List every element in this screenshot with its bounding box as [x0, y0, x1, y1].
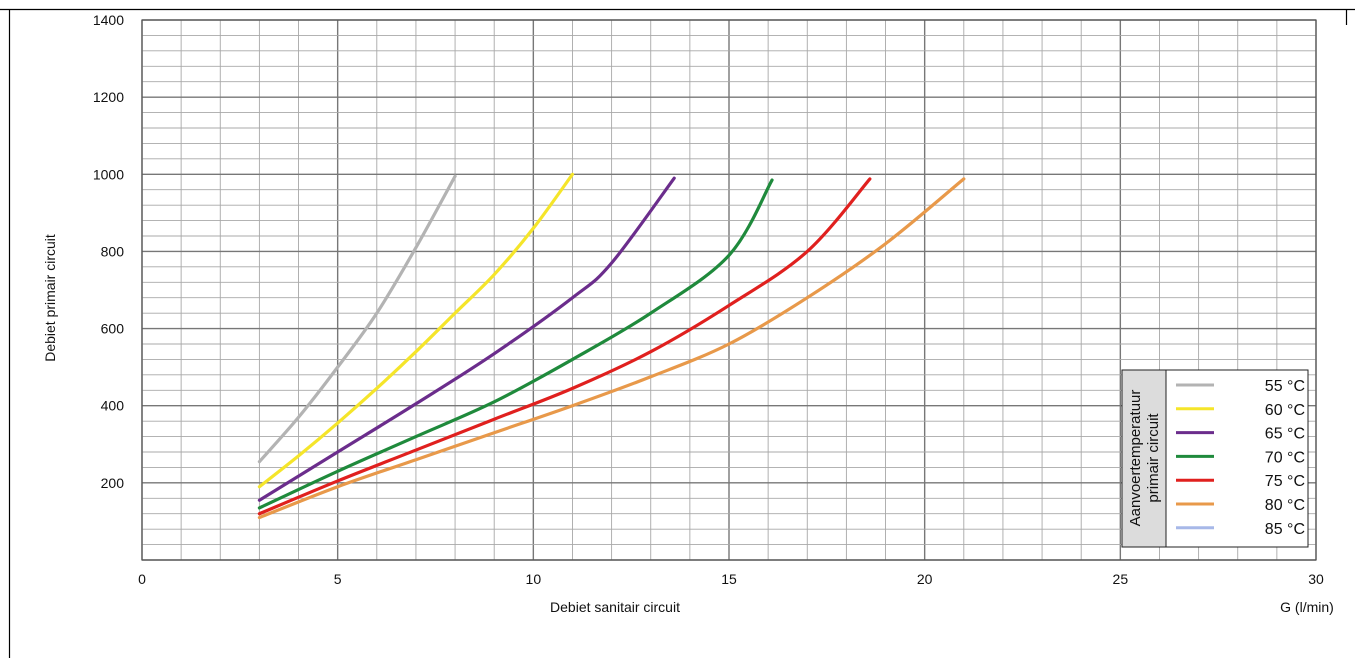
x-axis-unit: G (l/min): [1280, 599, 1334, 615]
x-tick-label: 5: [334, 571, 342, 587]
y-tick-label: 1400: [93, 12, 124, 28]
series-line-80: [257, 177, 966, 520]
y-tick-label: 1000: [93, 166, 124, 182]
series-lines: [257, 172, 966, 520]
series-line-65: [257, 176, 676, 502]
legend-label: 80 °C: [1265, 497, 1305, 514]
legend-title-line-2: primair circuit: [1145, 413, 1162, 503]
y-tick-label: 1200: [93, 89, 124, 105]
legend-label: 85 °C: [1265, 521, 1305, 538]
y-tick-label: 200: [101, 475, 125, 491]
series-line-70: [257, 178, 774, 510]
x-tick-label: 0: [138, 571, 146, 587]
x-axis-title: Debiet sanitair circuit: [550, 599, 680, 615]
x-tick-label: 30: [1308, 571, 1324, 587]
series-line-75: [257, 177, 872, 516]
plot-area-border: [141, 19, 1317, 561]
tick-labels: 0 5 10 15 20 25 30 200 400 600 800 1000 1200 1400: [93, 12, 1324, 587]
legend-title-bg: [1121, 369, 1167, 548]
legend-label: 55 °C: [1265, 378, 1305, 395]
series-line-60: [257, 172, 575, 489]
y-tick-label: 600: [101, 321, 125, 337]
legend-label: 60 °C: [1265, 402, 1305, 419]
legend-label: 75 °C: [1265, 473, 1305, 490]
y-tick-label: 400: [101, 398, 125, 414]
x-tick-label: 15: [721, 571, 737, 587]
legend-entries: 55 °C 60 °C 65 °C 70 °C 75 °C 80 °C 85 °C: [1176, 378, 1305, 538]
y-tick-label: 800: [101, 243, 125, 259]
x-tick-label: 20: [917, 571, 933, 587]
x-tick-label: 10: [526, 571, 542, 587]
legend: Aanvoertemperatuur primair circuit 55 °C…: [1121, 369, 1309, 548]
legend-label: 65 °C: [1265, 426, 1305, 443]
legend-label: 70 °C: [1265, 449, 1305, 466]
grid: [141, 19, 1317, 561]
series-line-55: [257, 174, 457, 464]
y-axis-title: Debiet primair circuit: [42, 234, 58, 362]
x-tick-label: 25: [1113, 571, 1129, 587]
legend-title-line-1: Aanvoertemperatuur: [1127, 390, 1144, 527]
